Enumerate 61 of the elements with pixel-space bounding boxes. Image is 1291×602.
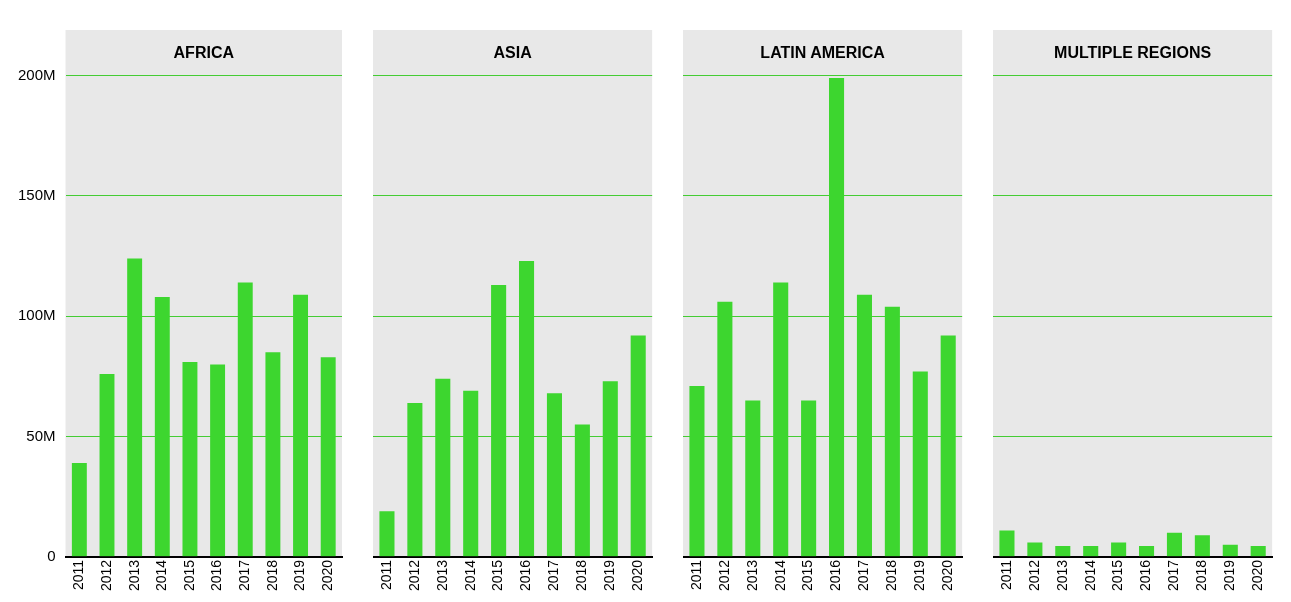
x-tick-label: 2016	[827, 559, 844, 592]
bar	[999, 530, 1015, 557]
x-tick-label: 2019	[291, 559, 308, 592]
x-tick-label: 2015	[489, 559, 506, 592]
x-tick-label: 2019	[601, 559, 618, 592]
bar	[1166, 532, 1182, 557]
x-tick-label: 2011	[377, 559, 394, 590]
y-tick-label: 100M	[17, 306, 56, 324]
x-tick-label: 2018	[883, 559, 900, 592]
x-tick-label: 2014	[1081, 559, 1098, 592]
x-tick-label: 2020	[1249, 559, 1266, 592]
x-tick-label: 2014	[153, 559, 170, 592]
x-tick-label: 2012	[405, 559, 422, 592]
y-tick-label: 150M	[17, 186, 56, 204]
x-tick-label: 2020	[629, 559, 646, 592]
x-tick-label: 2011	[70, 559, 87, 590]
x-tick-label: 2015	[1109, 559, 1126, 592]
x-tick-label: 2012	[715, 559, 732, 592]
bar	[1222, 544, 1238, 557]
x-tick-label: 2017	[545, 559, 562, 592]
y-tick-label: 50M	[26, 426, 56, 444]
x-tick-label: 2015	[180, 559, 197, 592]
x-tick-label: 2016	[1137, 559, 1154, 592]
x-tick-label: 2019	[911, 559, 928, 592]
x-tick-label: 2018	[263, 559, 280, 592]
x-tick-label: 2018	[1193, 559, 1210, 592]
bar	[71, 463, 87, 557]
bar	[1055, 546, 1071, 557]
text: AFRICA	[173, 44, 235, 62]
x-tick-label: 2020	[939, 559, 956, 592]
x-tick-label: 2018	[573, 559, 590, 592]
x-tick-label: 2020	[319, 559, 336, 592]
x-tick-label: 2013	[1053, 559, 1070, 592]
x-tick-label: 2016	[517, 559, 534, 592]
bar	[1083, 546, 1099, 557]
x-tick-label: 2014	[461, 559, 478, 592]
text: LATIN AMERICA	[760, 44, 886, 62]
x-tick-label: 2012	[97, 559, 114, 592]
x-tick-label: 2013	[125, 559, 142, 592]
text: MULTIPLE REGIONS	[1054, 44, 1212, 62]
x-tick-label: 2011	[687, 559, 704, 590]
bar	[1111, 542, 1127, 557]
y-tick-label: 0	[47, 547, 56, 564]
y-tick-label: 200M	[17, 65, 56, 83]
x-tick-label: 2017	[236, 559, 253, 592]
x-tick-label: 2015	[799, 559, 816, 592]
bar	[1027, 542, 1043, 557]
x-tick-label: 2013	[433, 559, 450, 592]
x-tick-label: 2012	[1025, 559, 1042, 592]
bar	[379, 511, 395, 557]
x-tick-label: 2014	[771, 559, 788, 592]
bar	[1139, 546, 1155, 557]
x-tick-label: 2017	[1165, 559, 1182, 592]
x-tick-label: 2017	[855, 559, 872, 592]
x-tick-label: 2011	[997, 559, 1014, 590]
x-tick-label: 2016	[208, 559, 225, 592]
text: ASIA	[493, 44, 533, 62]
x-tick-label: 2019	[1221, 559, 1238, 592]
bar	[1194, 535, 1210, 557]
bar	[1250, 546, 1266, 557]
x-tick-label: 2013	[743, 559, 760, 592]
